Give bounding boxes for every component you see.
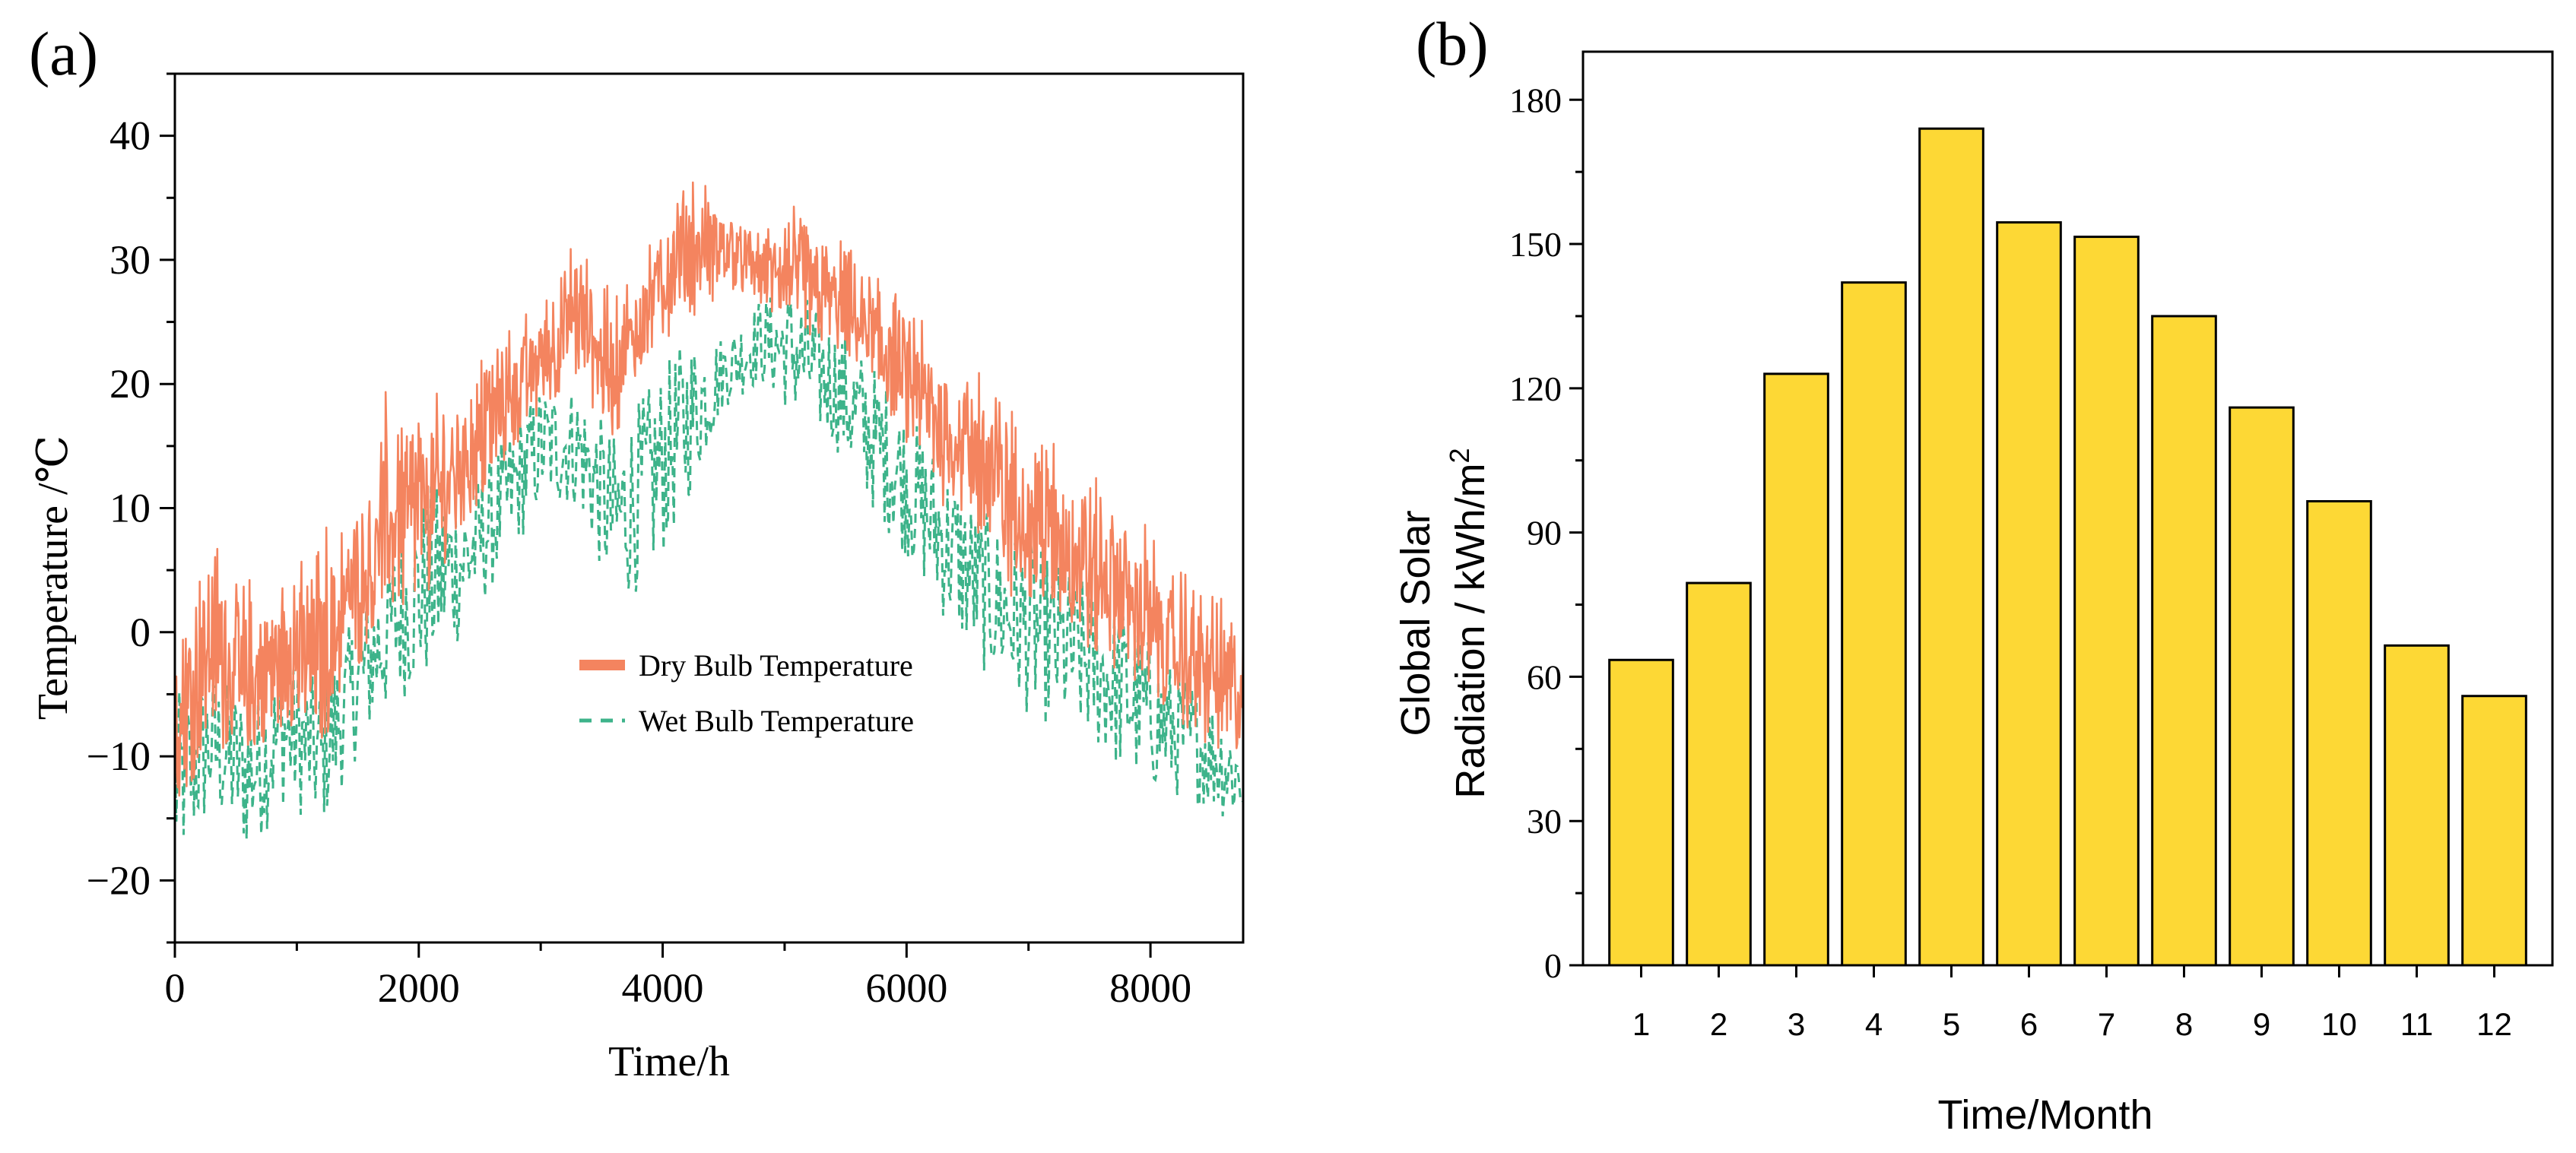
panel-b-x-axis-title: Time/Month <box>1937 1092 2152 1138</box>
x-tick-label: 2 <box>1710 1006 1727 1042</box>
bar-month-3 <box>1763 372 1829 967</box>
x-tick-label: 4 <box>1865 1006 1883 1042</box>
panel-b-plot-area <box>1608 127 2527 967</box>
x-tick-label: 7 <box>2098 1006 2115 1042</box>
y-tick-label: 0 <box>1544 946 1562 985</box>
panel-a-temperature-chart: (a) 0 2000 4000 6000 8000 −20 −10 0 10 20 30 40 Tim… <box>29 19 1245 1085</box>
y-tick-label: 20 <box>109 361 151 407</box>
x-tick-label: 4000 <box>622 965 704 1011</box>
bar-month-7 <box>2073 236 2140 967</box>
bar-month-5 <box>1918 127 1984 967</box>
bar-month-4 <box>1841 281 1907 967</box>
panel-b-label: (b) <box>1416 9 1489 78</box>
bar-month-1 <box>1608 658 1674 967</box>
bar-month-8 <box>2151 315 2217 967</box>
y-tick-label: 40 <box>109 113 151 159</box>
x-tick-label: 9 <box>2253 1006 2270 1042</box>
y-tick-label: 120 <box>1509 369 1562 408</box>
panel-a-plot-area <box>173 181 1245 840</box>
bar-month-6 <box>1996 221 2062 967</box>
y-tick-label: 30 <box>1527 802 1562 841</box>
bar-month-9 <box>2229 406 2295 967</box>
y-tick-label: 30 <box>109 237 151 283</box>
x-tick-label: 5 <box>1943 1006 1960 1042</box>
panel-b-y-axis-title-line1: Global Solar <box>1393 510 1439 736</box>
series-wet-bulb-line <box>173 297 1244 840</box>
panel-b-axes-frame <box>1581 50 2554 967</box>
bar-month-10 <box>2306 500 2372 967</box>
x-tick-label: 8 <box>2175 1006 2193 1042</box>
series-dry-bulb-line <box>173 181 1245 797</box>
panel-a-legend: Dry Bulb Temperature Wet Bulb Temperatur… <box>579 648 914 738</box>
y-tick-label: −20 <box>87 857 151 903</box>
x-tick-label: 0 <box>165 965 186 1011</box>
x-tick-label: 6 <box>2020 1006 2038 1042</box>
y-tick-label: 10 <box>109 486 151 531</box>
legend-wet-bulb-label: Wet Bulb Temperature <box>639 704 914 738</box>
panel-a-x-axis-title: Time/h <box>608 1038 730 1085</box>
y-tick-label: 0 <box>130 610 151 655</box>
y-tick-label: 150 <box>1509 225 1562 264</box>
x-tick-label: 1 <box>1632 1006 1650 1042</box>
x-tick-label: 3 <box>1788 1006 1805 1042</box>
bar-month-11 <box>2384 644 2450 967</box>
bar-month-12 <box>2461 695 2527 967</box>
x-tick-label: 6000 <box>865 965 947 1011</box>
panel-a-ticks: 0 2000 4000 6000 8000 −20 −10 0 10 20 30 40 <box>87 72 1191 1011</box>
y-tick-label: −10 <box>87 733 151 779</box>
x-tick-label: 8000 <box>1109 965 1191 1011</box>
x-tick-label: 11 <box>2400 1006 2434 1042</box>
panel-a-y-axis-title: Temperature /℃ <box>30 436 77 720</box>
y-tick-label: 90 <box>1527 514 1562 553</box>
y-tick-label: 60 <box>1527 657 1562 696</box>
panel-b-y-axis-title-line2: Radiation / kWh/m2 <box>1444 448 1493 798</box>
panel-a-label: (a) <box>29 19 98 88</box>
x-tick-label: 12 <box>2476 1006 2512 1042</box>
legend-dry-bulb-label: Dry Bulb Temperature <box>639 648 913 683</box>
y-tick-label: 180 <box>1509 81 1562 119</box>
x-tick-label: 2000 <box>378 965 460 1011</box>
bar-month-2 <box>1686 581 1752 967</box>
x-tick-label: 10 <box>2321 1006 2357 1042</box>
